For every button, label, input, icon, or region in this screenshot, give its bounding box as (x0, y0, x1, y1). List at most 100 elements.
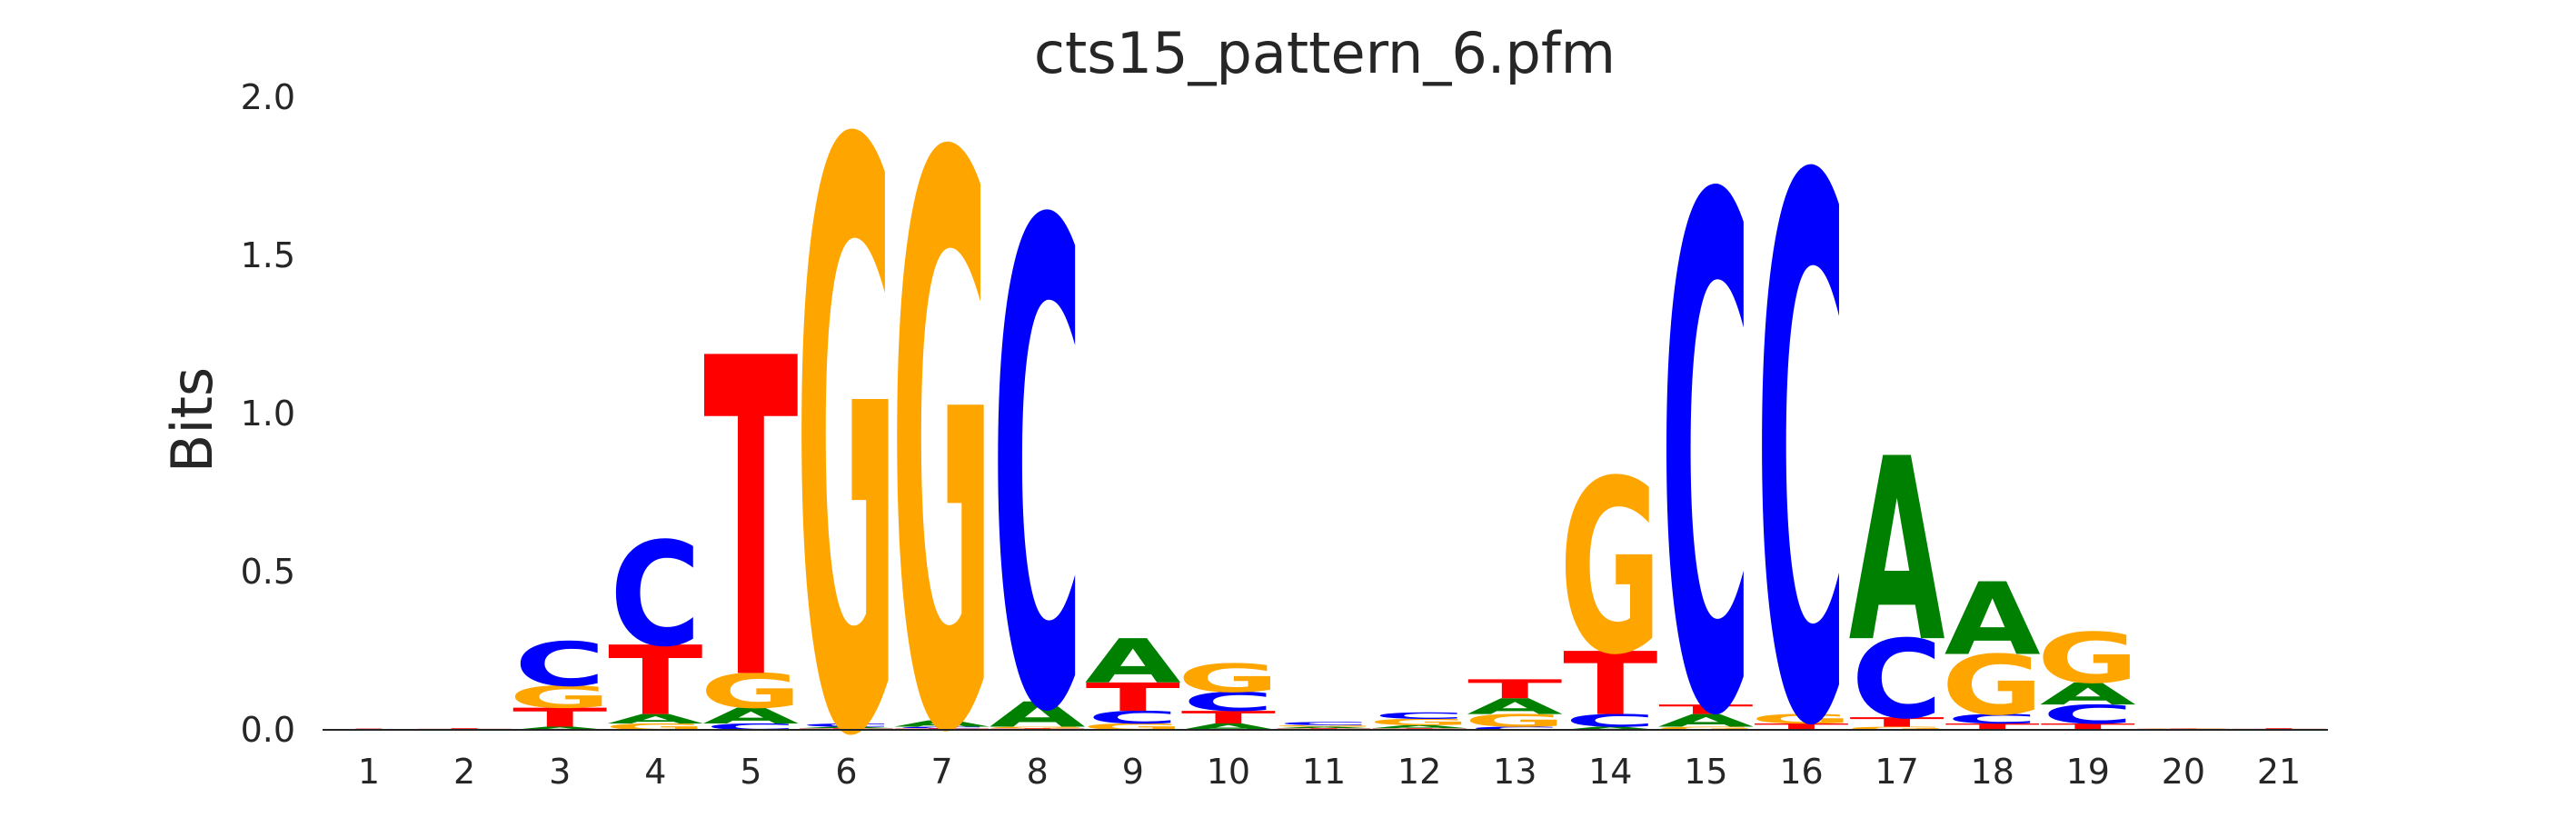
logo-letter-T: T (2232, 728, 2327, 729)
logo-letter-A: A (1849, 406, 1945, 698)
logo-stacks: ACGTACGTATGCGATCCAGTTACGTCAGTGACGCTAATCG… (318, 0, 2330, 818)
logo-letter-C: C (1565, 711, 1656, 731)
logo-letter-G: G (1368, 717, 1470, 727)
y-tick-label: 2.0 (241, 77, 295, 117)
logo-letter-C: C (1088, 707, 1179, 727)
logo-letter-G: G (1559, 431, 1661, 708)
logo-letter-A: A (1657, 711, 1754, 731)
logo-letter-A: A (1276, 726, 1372, 729)
logo-letter-C: C (1946, 712, 2037, 727)
logo-letter-T: T (608, 625, 702, 736)
logo-letter-T: T (703, 267, 799, 777)
logo-letter-T: T (322, 729, 417, 730)
logo-letter-A: A (1085, 626, 1181, 696)
logo-letter-C: C (801, 723, 891, 728)
logo-letter-C: C (896, 726, 987, 729)
y-tick-label: 0.5 (241, 552, 295, 592)
x-tick-label: 18 (1971, 752, 2014, 792)
logo-letter-A: A (1944, 563, 2041, 678)
logo-letter-A: A (1180, 722, 1277, 732)
chart-title: cts15_pattern_6.pfm (1034, 20, 1616, 86)
x-tick-label: 8 (1027, 752, 1049, 792)
logo-letter-A: A (2040, 677, 2136, 713)
logo-letter-T: T (1945, 722, 2040, 732)
logo-stack: TGC (1750, 25, 1852, 818)
logo-letter-C: C (1755, 25, 1846, 818)
logo-letter-G: G (1845, 726, 1947, 732)
logo-letter-T: T (1849, 714, 1944, 730)
x-tick-label: 9 (1122, 752, 1144, 792)
logo-letter-C: C (2043, 700, 2133, 730)
logo-letter-A: A (702, 703, 799, 729)
logo-letter-T: T (417, 728, 512, 729)
logo-letter-A: A (1467, 694, 1563, 720)
logo-letter-G: G (1750, 712, 1852, 727)
x-tick-label: 1 (358, 752, 380, 792)
x-tick-label: 4 (644, 752, 666, 792)
logo-letter-C: C (1374, 711, 1465, 721)
logo-letter-G: G (1178, 655, 1279, 701)
logo-stack: TGAC (987, 86, 1089, 818)
logo-letter-T: T (1754, 722, 1848, 732)
logo-letter-T: T (1086, 675, 1180, 721)
x-tick-label: 16 (1779, 752, 1823, 792)
y-tick-label: 1.5 (241, 235, 295, 275)
logo-letter-G: G (890, 0, 992, 818)
logo-letter-T: T (2136, 728, 2232, 729)
logo-letter-C: C (610, 512, 701, 679)
y-axis-label: Bits (159, 367, 225, 473)
x-tick-label: 3 (549, 752, 571, 792)
logo-letter-C: C (991, 86, 1082, 818)
x-tick-label: 19 (2066, 752, 2110, 792)
logo-letter-G: G (1273, 724, 1375, 727)
x-tick-label: 6 (835, 752, 857, 792)
logo-letter-G: G (509, 680, 611, 715)
x-tick-label: 7 (931, 752, 953, 792)
logo-letter-C: C (1469, 726, 1560, 732)
x-tick-label: 20 (2162, 752, 2205, 792)
y-tick-label: 1.0 (241, 394, 295, 434)
x-tick-label: 15 (1684, 752, 1727, 792)
logo-letter-T: T (2041, 722, 2135, 732)
logo-letter-G: G (1942, 638, 2044, 733)
x-tick-label: 14 (1588, 752, 1632, 792)
logo-letter-A: A (1371, 724, 1467, 730)
y-tick-label: 0.0 (241, 710, 295, 750)
logo-letter-A: A (512, 726, 608, 732)
logo-stack: TAGC (1368, 711, 1470, 731)
logo-letter-T: T (1181, 707, 1276, 727)
x-tick-label: 13 (1493, 752, 1537, 792)
logo-letter-G: G (795, 0, 897, 818)
x-tick-label: 10 (1207, 752, 1250, 792)
logo-letter-C: C (514, 630, 605, 700)
logo-letter-A: A (607, 712, 703, 727)
x-tick-label: 12 (1397, 752, 1441, 792)
logo-letter-G: G (700, 664, 801, 720)
logo-letter-T: T (1563, 634, 1657, 735)
logo-letter-A: A (799, 726, 895, 729)
logo-letter-G: G (1655, 726, 1756, 732)
x-tick-label: 11 (1302, 752, 1346, 792)
logo-letter-C: C (1660, 53, 1751, 818)
logo-letter-C: C (705, 722, 796, 732)
y-axis-ticks: 0.0 0.5 1.0 1.5 2.0 (241, 77, 295, 750)
logo-letter-T: T (1658, 702, 1753, 717)
logo-letter-G: G (987, 726, 1089, 729)
x-axis-ticks: 1 2 3 4 5 6 7 8 9 10 11 12 13 14 15 16 17 18 19 20 21 (358, 752, 2301, 792)
x-tick-label: 17 (1875, 752, 1918, 792)
logo-letter-C: C (1183, 687, 1274, 717)
logo-letter-A: A (990, 694, 1086, 734)
